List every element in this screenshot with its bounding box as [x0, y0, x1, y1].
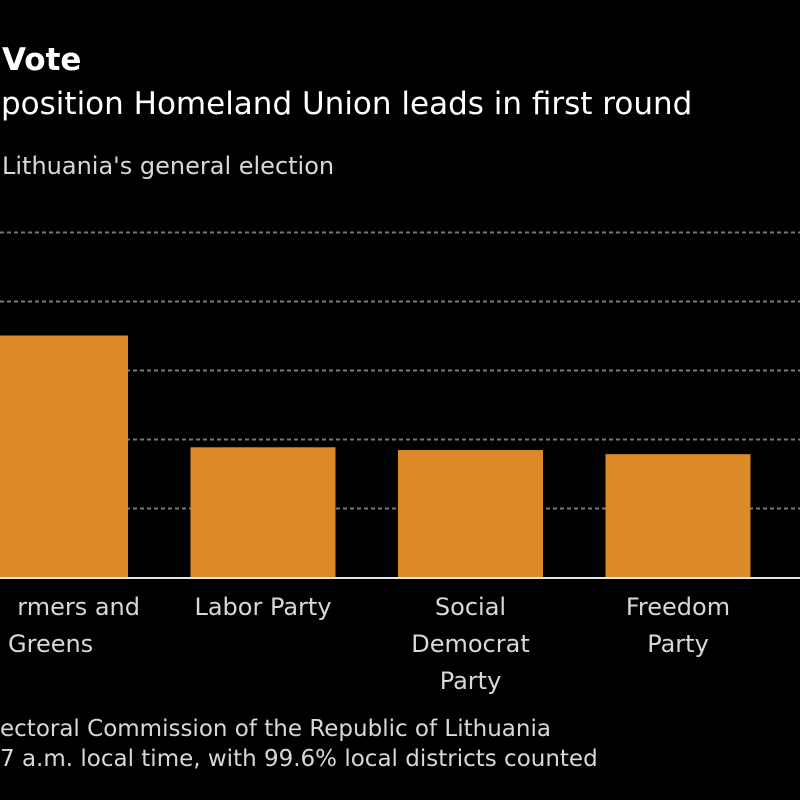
bar-labor-party	[190, 447, 336, 577]
category-label: Greens	[8, 630, 93, 658]
bar-farmers-and-greens	[0, 335, 128, 577]
chart-title: Vote	[2, 42, 82, 78]
source-note: ectoral Commission of the Republic of Li…	[0, 716, 551, 742]
bar-freedom-party	[605, 454, 751, 577]
category-label: rmers and	[17, 593, 140, 621]
chart-description: Lithuania's general election	[2, 152, 335, 180]
category-labels: rmers and Greens Labor Party Social Democrat…	[8, 593, 730, 695]
category-label: Democrat	[411, 630, 530, 658]
chart-subtitle: position Homeland Union leads in first r…	[1, 86, 693, 122]
timestamp-note: 7 a.m. local time, with 99.6% local dist…	[0, 746, 598, 772]
category-label: Party	[440, 667, 502, 695]
bars	[0, 335, 751, 577]
category-label: Labor Party	[194, 593, 331, 621]
category-label: Freedom	[626, 593, 730, 621]
category-label: Party	[647, 630, 709, 658]
bar-social-democrat-party	[398, 450, 543, 577]
category-label: Social	[435, 593, 506, 621]
